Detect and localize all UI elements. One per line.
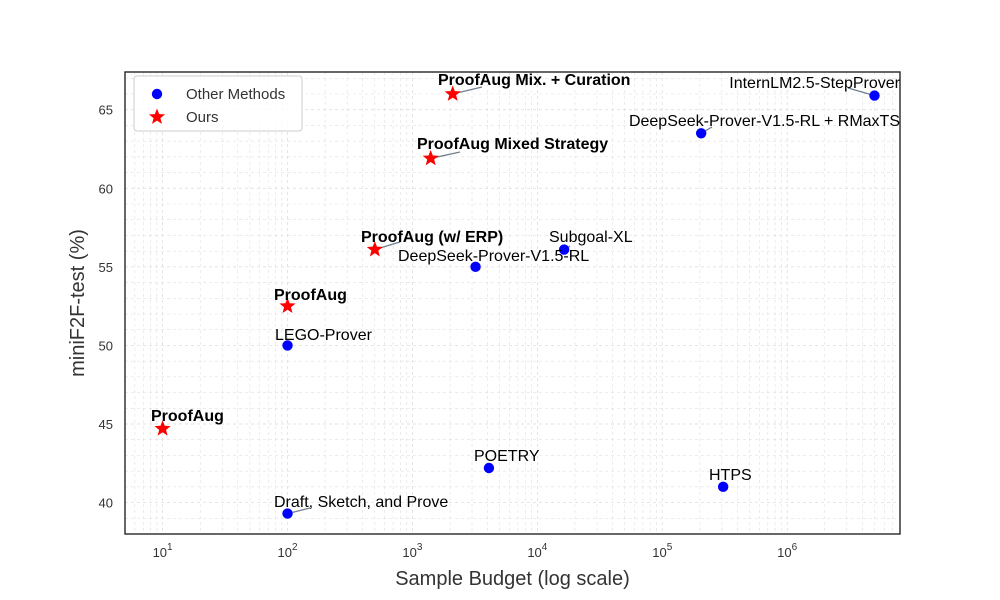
ours-star-marker — [154, 420, 171, 436]
other-method-marker — [695, 128, 707, 139]
plot-frame — [124, 71, 901, 535]
point-label: DeepSeek-Prover-V1.5-RL + RMaxTS — [629, 113, 900, 130]
point-label: LEGO-Prover — [275, 327, 373, 344]
ours-star-marker — [366, 241, 383, 257]
point-label: DeepSeek-Prover-V1.5-RL — [398, 248, 589, 265]
point-label: ProofAug — [274, 287, 347, 304]
y-tick-label: 65 — [99, 103, 113, 118]
y-tick-label: 60 — [99, 181, 113, 196]
axis-ticks: 101 102 103 104 105 106 40 45 50 55 60 65 — [99, 103, 798, 560]
y-tick-label: 50 — [99, 338, 113, 353]
other-method-marker — [558, 244, 570, 255]
legend: Other Methods Ours — [133, 75, 303, 132]
y-axis-title: miniF2F-test (%) — [67, 229, 89, 377]
data-points — [154, 85, 880, 519]
ours-star-marker — [279, 297, 296, 314]
other-method-marker — [282, 508, 293, 519]
x-tick-label: 106 — [777, 542, 797, 560]
point-label: InternLM2.5-StepProver — [729, 75, 900, 92]
y-tick-label: 45 — [99, 417, 113, 432]
legend-marker-other-methods — [151, 88, 163, 100]
x-tick-label: 105 — [652, 542, 672, 560]
x-axis-title: Sample Budget (log scale) — [395, 568, 630, 590]
point-label: ProofAug Mixed Strategy — [417, 136, 608, 153]
other-method-marker — [717, 481, 729, 493]
x-tick-label: 102 — [278, 542, 298, 560]
x-tick-label: 103 — [402, 542, 422, 560]
x-tick-label: 101 — [153, 542, 173, 560]
legend-box — [133, 75, 303, 132]
y-tick-label: 55 — [99, 260, 113, 275]
grid — [124, 72, 901, 535]
legend-label-ours: Ours — [186, 109, 219, 126]
other-method-marker — [282, 340, 293, 351]
point-labels: Draft, Sketch, and Prove LEGO-Prover POETR… — [151, 72, 901, 511]
point-label: Draft, Sketch, and Prove — [274, 494, 448, 511]
x-tick-label: 104 — [527, 542, 547, 560]
other-method-marker — [483, 462, 495, 474]
legend-marker-ours — [148, 108, 166, 124]
point-label: POETRY — [474, 448, 540, 465]
other-method-marker — [470, 261, 481, 273]
point-label: HTPS — [709, 467, 752, 484]
point-label: Subgoal-XL — [549, 229, 633, 246]
other-method-marker — [869, 90, 880, 101]
ours-star-marker — [444, 85, 461, 101]
ours-star-marker — [422, 149, 439, 166]
legend-label-other-methods: Other Methods — [186, 86, 285, 103]
point-label: ProofAug Mix. + Curation — [438, 72, 630, 89]
point-label: ProofAug (w/ ERP) — [361, 229, 503, 246]
point-label: ProofAug — [151, 408, 224, 425]
y-tick-label: 40 — [99, 496, 113, 511]
